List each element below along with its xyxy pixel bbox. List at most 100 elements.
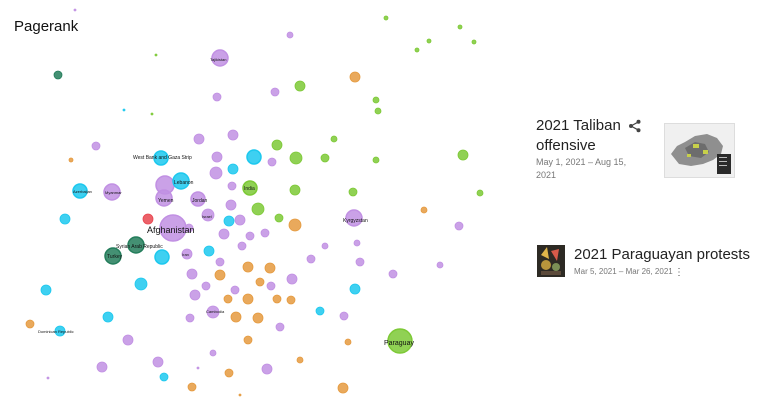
graph-node-16[interactable]	[246, 149, 262, 165]
graph-node-78[interactable]	[454, 221, 464, 231]
graph-node-75[interactable]	[321, 242, 329, 250]
node-turkey[interactable]	[104, 247, 122, 265]
graph-node-39[interactable]	[154, 249, 170, 265]
graph-node-116[interactable]	[238, 393, 242, 397]
graph-node-55[interactable]	[206, 305, 220, 319]
graph-node-113[interactable]	[122, 108, 126, 112]
graph-node-80[interactable]	[348, 187, 358, 197]
graph-node-73[interactable]	[388, 269, 398, 279]
node-jordan[interactable]	[190, 191, 206, 207]
graph-node-50[interactable]	[189, 289, 201, 301]
graph-node-106[interactable]	[243, 335, 253, 345]
graph-node-23[interactable]	[267, 157, 277, 167]
graph-node-29[interactable]	[288, 218, 302, 232]
graph-node-69[interactable]	[339, 311, 349, 321]
node-tajikistan[interactable]	[211, 49, 229, 67]
graph-node-101[interactable]	[152, 356, 164, 368]
graph-node-33[interactable]	[223, 215, 235, 227]
graph-node-95[interactable]	[383, 15, 389, 21]
graph-node-76[interactable]	[306, 254, 316, 264]
graph-node-104[interactable]	[187, 382, 197, 392]
graph-node-71[interactable]	[349, 283, 361, 295]
graph-node-35[interactable]	[260, 228, 270, 238]
graph-node-83[interactable]	[457, 149, 469, 161]
graph-node-53[interactable]	[272, 294, 282, 304]
graph-node-72[interactable]	[355, 257, 365, 267]
graph-node-49[interactable]	[230, 285, 240, 295]
graph-node-25[interactable]	[227, 181, 237, 191]
graph-node-59[interactable]	[275, 322, 285, 332]
graph-node-99[interactable]	[471, 39, 477, 45]
node-india[interactable]	[242, 180, 258, 196]
graph-node-64[interactable]	[40, 284, 52, 296]
graph-node-110[interactable]	[296, 356, 304, 364]
graph-node-109[interactable]	[209, 349, 217, 357]
graph-node-90[interactable]	[91, 141, 101, 151]
graph-node-41[interactable]	[242, 261, 254, 273]
graph-node-17[interactable]	[289, 151, 303, 165]
graph-node-61[interactable]	[102, 311, 114, 323]
graph-node-65[interactable]	[25, 319, 35, 329]
graph-node-24[interactable]	[227, 163, 239, 175]
card-title[interactable]: 2021 Paraguayan protests	[574, 246, 750, 263]
graph-node-98[interactable]	[426, 38, 432, 44]
graph-node-18[interactable]	[227, 129, 239, 141]
graph-node-21[interactable]	[193, 133, 205, 145]
graph-node-56[interactable]	[230, 311, 242, 323]
graph-node-100[interactable]	[286, 31, 294, 39]
graph-node-114[interactable]	[150, 112, 154, 116]
graph-node-30[interactable]	[225, 199, 237, 211]
node-iran[interactable]	[181, 248, 193, 260]
graph-node-19[interactable]	[271, 139, 283, 151]
graph-node-52[interactable]	[242, 293, 254, 305]
graph-node-36[interactable]	[237, 241, 247, 251]
graph-node-115[interactable]	[46, 376, 50, 380]
graph-node-62[interactable]	[122, 334, 134, 346]
card-title[interactable]: 2021 Taliban offensive	[536, 117, 621, 154]
graph-node-32[interactable]	[218, 228, 230, 240]
graph-node-28[interactable]	[274, 213, 284, 223]
graph-node-27[interactable]	[251, 202, 265, 216]
graph-node-81[interactable]	[320, 153, 330, 163]
graph-node-48[interactable]	[201, 281, 211, 291]
graph-node-51[interactable]	[223, 294, 233, 304]
graph-node-89[interactable]	[53, 70, 63, 80]
graph-node-40[interactable]	[215, 257, 225, 267]
graph-node-97[interactable]	[414, 47, 420, 53]
graph-node-105[interactable]	[224, 368, 234, 378]
graph-node-74[interactable]	[353, 239, 361, 247]
pagerank-graph[interactable]: Afghanistan Paraguay West Bank and Gaza …	[0, 0, 500, 411]
paraguayan-protests-card[interactable]: 2021 Paraguayan protests Mar 5, 2021 – M…	[537, 245, 759, 285]
node-dominican-republic[interactable]	[54, 325, 66, 337]
graph-node-45[interactable]	[255, 277, 265, 287]
graph-node-82[interactable]	[372, 156, 380, 164]
graph-node-68[interactable]	[315, 306, 325, 316]
graph-node-46[interactable]	[266, 281, 276, 291]
graph-node-87[interactable]	[270, 87, 280, 97]
graph-node-47[interactable]	[286, 273, 298, 285]
graph-node-66[interactable]	[59, 213, 71, 225]
graph-node-91[interactable]	[68, 157, 74, 163]
graph-node-79[interactable]	[420, 206, 428, 214]
graph-node-103[interactable]	[159, 372, 169, 382]
node-west-bank[interactable]	[153, 150, 169, 166]
graph-node-54[interactable]	[286, 295, 296, 305]
protest-photo-thumbnail[interactable]	[537, 245, 565, 277]
graph-node-42[interactable]	[264, 262, 276, 274]
graph-node-96[interactable]	[457, 24, 463, 30]
graph-node-20[interactable]	[211, 151, 223, 163]
node-kyrgyzstan[interactable]	[345, 209, 363, 227]
graph-node-94[interactable]	[330, 135, 338, 143]
graph-node-107[interactable]	[261, 363, 273, 375]
graph-node-26[interactable]	[289, 184, 301, 196]
graph-node-31[interactable]	[234, 214, 246, 226]
graph-node-85[interactable]	[349, 71, 361, 83]
graph-node-22[interactable]	[209, 166, 223, 180]
graph-node-44[interactable]	[214, 269, 226, 281]
graph-node-92[interactable]	[374, 107, 382, 115]
node-israel[interactable]	[201, 208, 215, 222]
node-paraguay[interactable]	[387, 328, 413, 354]
graph-node-34[interactable]	[245, 231, 255, 241]
node-syria[interactable]	[127, 236, 145, 254]
graph-node-88[interactable]	[212, 92, 222, 102]
